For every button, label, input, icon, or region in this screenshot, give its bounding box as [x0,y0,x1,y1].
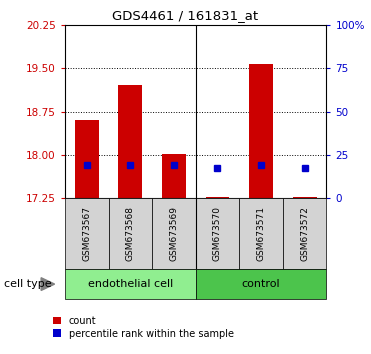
Bar [152,198,196,269]
Bar [75,120,99,198]
Bar [196,269,326,299]
Polygon shape [41,278,55,290]
Bar [249,63,273,198]
Bar [109,198,152,269]
Bar [65,198,109,269]
Text: cell type: cell type [4,279,51,289]
Text: GSM673571: GSM673571 [257,206,266,261]
Bar [239,198,283,269]
Bar [162,154,186,198]
Bar [196,198,239,269]
Text: GSM673572: GSM673572 [300,206,309,261]
Bar [118,86,142,198]
Text: GSM673568: GSM673568 [126,206,135,261]
Text: GSM673567: GSM673567 [82,206,91,261]
Text: GSM673570: GSM673570 [213,206,222,261]
Text: endothelial cell: endothelial cell [88,279,173,289]
Bar [65,269,196,299]
Bar [283,198,326,269]
Text: GDS4461 / 161831_at: GDS4461 / 161831_at [112,9,259,22]
Bar [206,197,230,198]
Text: control: control [242,279,280,289]
Bar [293,197,317,198]
Text: GSM673569: GSM673569 [170,206,178,261]
Legend: count, percentile rank within the sample: count, percentile rank within the sample [53,316,234,338]
